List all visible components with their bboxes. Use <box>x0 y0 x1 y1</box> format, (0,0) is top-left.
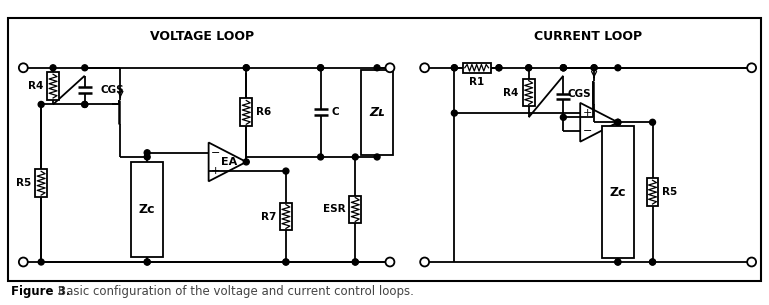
Bar <box>280 203 292 230</box>
Text: Figure 3.: Figure 3. <box>12 285 71 298</box>
Circle shape <box>318 65 324 71</box>
Text: R5: R5 <box>662 187 677 197</box>
Text: VOLTAGE LOOP: VOLTAGE LOOP <box>150 30 254 43</box>
Circle shape <box>38 102 44 107</box>
Circle shape <box>243 65 249 71</box>
Text: +: + <box>582 108 592 118</box>
Circle shape <box>615 119 621 125</box>
Circle shape <box>561 65 566 71</box>
Circle shape <box>243 159 249 165</box>
Circle shape <box>526 65 531 71</box>
Text: C: C <box>331 107 339 117</box>
Text: Zc: Zc <box>139 203 155 216</box>
Circle shape <box>82 102 88 107</box>
Bar <box>602 126 634 258</box>
Bar <box>523 79 534 106</box>
Circle shape <box>496 65 502 71</box>
Bar <box>8 18 761 281</box>
Circle shape <box>420 63 429 72</box>
Circle shape <box>50 65 56 71</box>
Circle shape <box>145 154 150 160</box>
Circle shape <box>243 65 249 71</box>
Bar <box>35 169 47 197</box>
Circle shape <box>615 259 621 265</box>
Text: −: − <box>211 148 220 158</box>
Circle shape <box>283 259 289 265</box>
Circle shape <box>526 65 531 71</box>
Circle shape <box>318 65 324 71</box>
Circle shape <box>318 154 324 160</box>
Bar <box>463 63 491 73</box>
Circle shape <box>283 259 289 265</box>
Circle shape <box>82 102 88 107</box>
Circle shape <box>385 63 394 72</box>
Text: CURRENT LOOP: CURRENT LOOP <box>534 30 642 43</box>
Circle shape <box>352 259 358 265</box>
Bar <box>349 196 361 223</box>
Circle shape <box>561 114 566 120</box>
Circle shape <box>615 65 621 71</box>
Circle shape <box>19 257 28 267</box>
Circle shape <box>145 259 150 265</box>
Text: +: + <box>211 166 220 176</box>
Bar <box>241 99 252 126</box>
Bar <box>47 72 59 100</box>
Bar <box>647 178 658 206</box>
Circle shape <box>352 259 358 265</box>
Circle shape <box>145 150 150 156</box>
Circle shape <box>496 65 502 71</box>
Circle shape <box>451 110 458 116</box>
Text: Zʟ: Zʟ <box>369 106 385 119</box>
Circle shape <box>387 65 393 71</box>
Text: CGS: CGS <box>568 88 591 99</box>
Circle shape <box>561 65 566 71</box>
Circle shape <box>19 63 28 72</box>
Text: EA: EA <box>221 157 238 167</box>
Circle shape <box>82 65 88 71</box>
Circle shape <box>352 154 358 160</box>
Text: R7: R7 <box>261 212 276 221</box>
Circle shape <box>615 259 621 265</box>
Circle shape <box>374 154 380 160</box>
Circle shape <box>747 257 756 267</box>
Circle shape <box>385 257 394 267</box>
Circle shape <box>145 259 150 265</box>
Text: R4: R4 <box>28 81 43 91</box>
Circle shape <box>374 65 380 71</box>
Text: ESR: ESR <box>323 204 345 214</box>
Text: R4: R4 <box>504 88 519 98</box>
Circle shape <box>650 119 655 125</box>
Circle shape <box>615 119 621 125</box>
Text: R6: R6 <box>256 107 271 117</box>
Text: CGS: CGS <box>101 85 125 95</box>
Circle shape <box>650 259 655 265</box>
Circle shape <box>591 65 597 71</box>
Circle shape <box>420 257 429 267</box>
Circle shape <box>561 65 566 71</box>
Circle shape <box>283 168 289 174</box>
Text: Zc: Zc <box>610 186 626 199</box>
Text: R1: R1 <box>469 77 484 87</box>
Text: R5: R5 <box>16 178 32 188</box>
Circle shape <box>451 65 458 71</box>
Text: Basic configuration of the voltage and current control loops.: Basic configuration of the voltage and c… <box>58 285 414 298</box>
Circle shape <box>747 63 756 72</box>
Bar <box>131 162 163 257</box>
Circle shape <box>451 65 458 71</box>
Bar <box>361 70 394 155</box>
Circle shape <box>650 259 655 265</box>
Circle shape <box>38 259 44 265</box>
Circle shape <box>591 65 597 71</box>
Text: −: − <box>582 127 592 136</box>
